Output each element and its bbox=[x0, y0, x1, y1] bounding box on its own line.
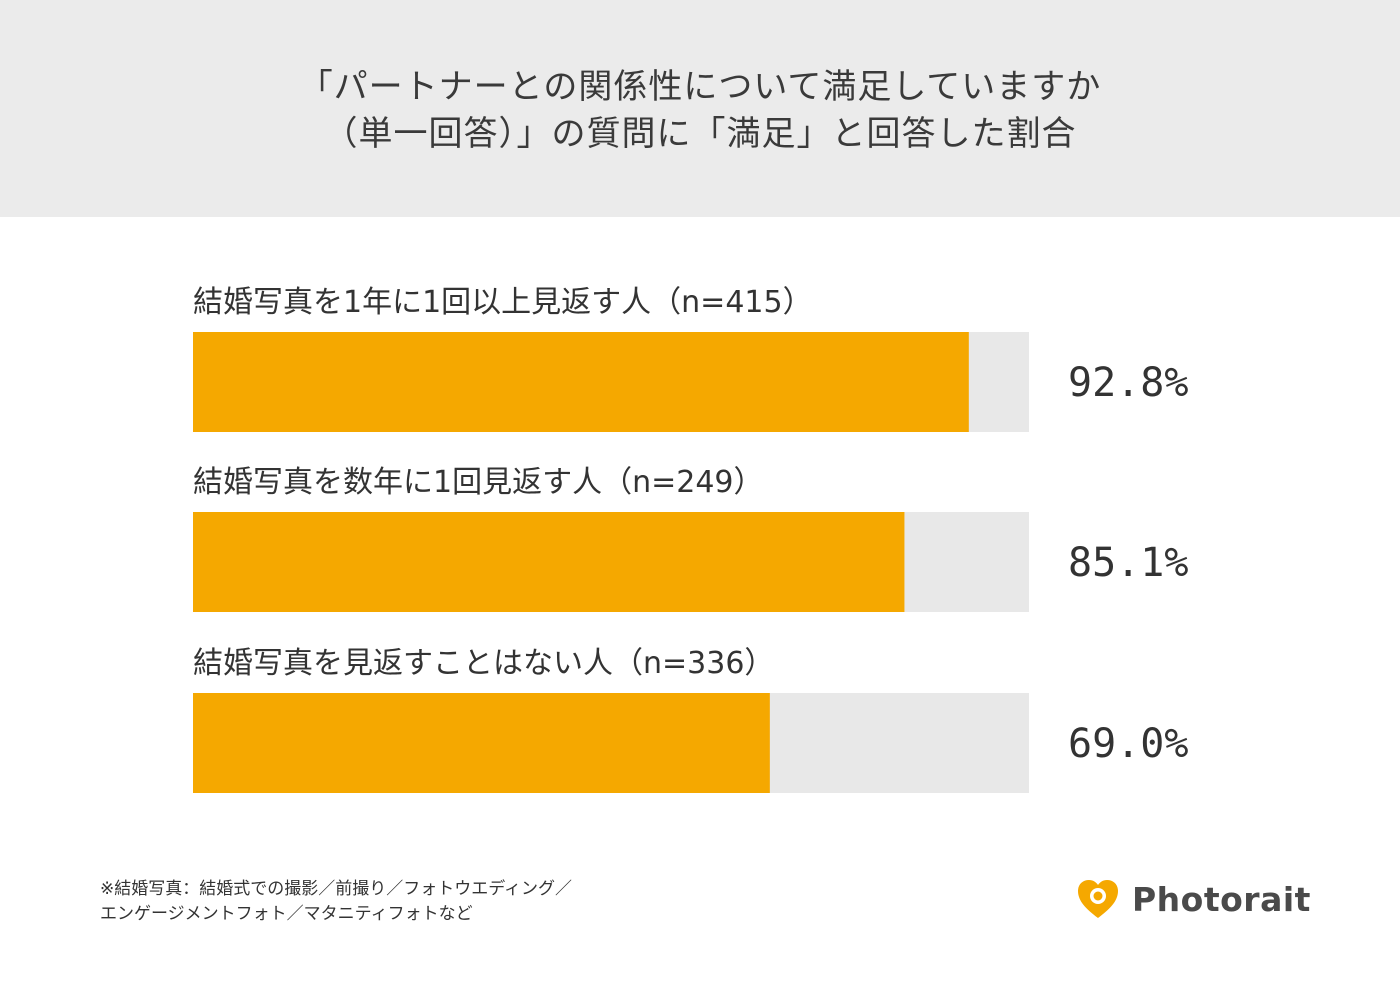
category-label: 結婚写真を見返すことはない人（n=336） bbox=[193, 646, 774, 681]
header-band bbox=[0, 0, 1400, 217]
footnote-line-1: ※結婚写真：結婚式での撮影／前撮り／フォトウエディング／ bbox=[100, 879, 573, 899]
logo-text: Photorait bbox=[1132, 879, 1311, 919]
footnote-line-2: エンゲージメントフォト／マタニティフォトなど bbox=[100, 904, 473, 924]
heart-camera-icon bbox=[1078, 880, 1118, 918]
chart-title-line-2: （単一回答）」の質問に「満足」と回答した割合 bbox=[323, 114, 1077, 154]
bar bbox=[193, 512, 905, 612]
value-label: 92.8% bbox=[1068, 360, 1188, 406]
chart-title-line-1: 「パートナーとの関係性について満足していますか bbox=[298, 67, 1102, 107]
bar bbox=[193, 332, 969, 432]
chart-title: 「パートナーとの関係性について満足していますか （単一回答）」の質問に「満足」と… bbox=[0, 64, 1400, 158]
footnote: ※結婚写真：結婚式での撮影／前撮り／フォトウエディング／ エンゲージメントフォト… bbox=[100, 877, 572, 927]
photorait-logo: Photorait bbox=[1076, 876, 1311, 922]
bar bbox=[193, 693, 770, 793]
value-label: 69.0% bbox=[1068, 721, 1188, 767]
category-label: 結婚写真を数年に1回見返す人（n=249） bbox=[193, 465, 764, 500]
value-label: 85.1% bbox=[1068, 540, 1188, 586]
category-label: 結婚写真を1年に1回以上見返す人（n=415） bbox=[193, 285, 813, 320]
